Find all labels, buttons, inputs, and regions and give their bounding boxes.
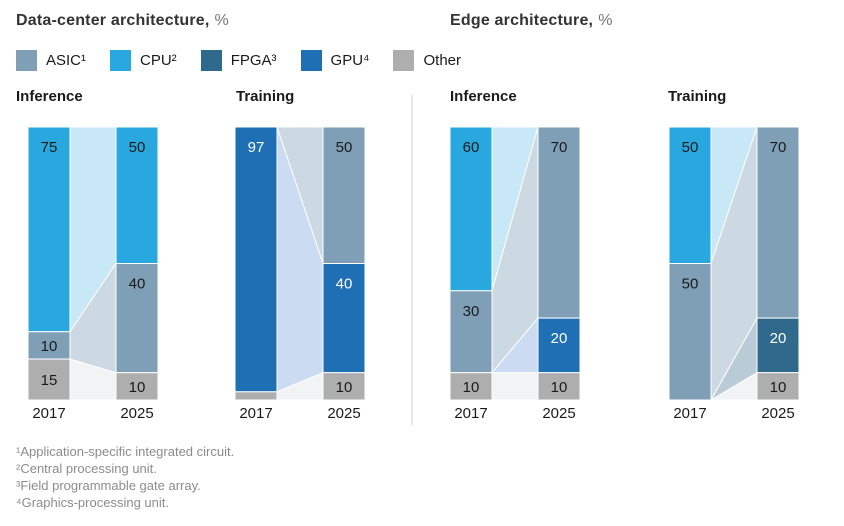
legend-label-gpu: GPU⁴ <box>330 52 370 69</box>
segment-value-label: 50 <box>682 139 699 156</box>
other-swatch <box>393 50 415 71</box>
legend-item-gpu: GPU⁴ <box>300 50 370 71</box>
bar-segment-cpu <box>669 127 712 264</box>
chart-svg: 60 30 70 20 10 10 2017 2025 <box>450 127 580 422</box>
column-header-edge-inference: Inference <box>450 88 517 105</box>
segment-value-label: 60 <box>463 139 480 156</box>
bar-segment-gpu <box>322 263 365 374</box>
segment-value-label: 70 <box>551 139 568 156</box>
bar-segment-other <box>756 372 799 401</box>
bar-segment-asic <box>669 263 712 401</box>
year-label: 2017 <box>673 405 706 422</box>
segment-value-label: 30 <box>463 303 480 320</box>
year-label: 2017 <box>239 405 272 422</box>
bar-segment-cpu <box>28 127 71 333</box>
bar-segment-cpu <box>115 127 158 264</box>
legend: ASIC¹ CPU² FPGA³ GPU⁴ Other <box>16 50 461 71</box>
column-header-dc-training: Training <box>236 88 295 105</box>
fpga-swatch <box>200 50 222 71</box>
segment-value-label: 10 <box>551 379 568 396</box>
footnote-asic: ¹Application-specific integrated circuit… <box>16 444 235 459</box>
bar-segment-cpu <box>450 127 493 292</box>
gpu-swatch <box>300 50 322 71</box>
year-label: 2017 <box>454 405 487 422</box>
segment-value-label: 75 <box>41 139 58 156</box>
bar-segment-asic <box>115 263 158 374</box>
legend-label-asic: ASIC¹ <box>46 52 87 69</box>
segment-value-label: 50 <box>336 139 353 156</box>
bar-segment-other <box>450 372 493 401</box>
column-header-dc-inference: Inference <box>16 88 83 105</box>
footnote-gpu: ⁴Graphics-processing unit. <box>16 495 169 510</box>
asic-swatch <box>16 50 37 71</box>
bar-segment-fpga <box>756 317 799 374</box>
year-label: 2025 <box>120 405 153 422</box>
legend-item-fpga: FPGA³ <box>200 50 277 71</box>
footnotes: ¹Application-specific integrated circuit… <box>16 443 234 511</box>
chart-svg: 50 50 70 20 10 2017 2025 <box>669 127 799 422</box>
cpu-swatch <box>110 50 132 71</box>
bar-segment-other <box>115 372 158 401</box>
section-title-edge: Edge architecture,% <box>450 12 613 30</box>
segment-value-label: 10 <box>336 379 353 396</box>
section-title-unit: % <box>214 12 229 29</box>
year-label: 2025 <box>327 405 360 422</box>
segment-value-label: 70 <box>770 139 787 156</box>
bar-segment-other <box>537 372 580 401</box>
segment-value-label: 10 <box>129 379 146 396</box>
segment-value-label: 97 <box>248 139 265 156</box>
bar-segment-asic <box>537 127 580 319</box>
bar-segment-other <box>28 358 71 401</box>
chart-data-center-training: 50 97 40 10 2017 2025 <box>235 127 365 422</box>
section-title-unit: % <box>598 12 613 29</box>
section-divider <box>411 95 413 425</box>
segment-value-label: 20 <box>770 330 787 347</box>
legend-label-other: Other <box>423 52 461 69</box>
section-title-text: Data-center architecture, <box>16 12 210 29</box>
chart-data-center-inference: 75 50 10 40 15 10 2017 2025 <box>28 127 158 422</box>
footnote-fpga: ³Field programmable gate array. <box>16 478 201 493</box>
footnote-cpu: ²Central processing unit. <box>16 461 157 476</box>
section-title-text: Edge architecture, <box>450 12 594 29</box>
segment-value-label: 50 <box>682 276 699 293</box>
bar-segment-other <box>322 372 365 401</box>
chart-edge-inference: 60 30 70 20 10 10 2017 2025 <box>450 127 580 422</box>
bar-segment-gpu <box>537 317 580 374</box>
segment-value-label: 10 <box>463 379 480 396</box>
year-label: 2025 <box>761 405 794 422</box>
segment-value-label: 40 <box>129 276 146 293</box>
legend-label-fpga: FPGA³ <box>230 52 277 69</box>
legend-item-other: Other <box>393 50 461 71</box>
segment-value-label: 40 <box>336 276 353 293</box>
chart-svg: 75 50 10 40 15 10 2017 2025 <box>28 127 158 422</box>
segment-value-label: 15 <box>41 372 58 389</box>
segment-value-label: 50 <box>129 139 146 156</box>
bar-segment-gpu <box>235 127 278 393</box>
section-title-data-center: Data-center architecture,% <box>16 12 229 30</box>
year-label: 2017 <box>32 405 65 422</box>
segment-value-label: 20 <box>551 330 568 347</box>
flow-other <box>491 372 539 401</box>
year-label: 2025 <box>542 405 575 422</box>
bar-segment-asic <box>450 290 493 374</box>
legend-label-cpu: CPU² <box>140 52 177 69</box>
column-header-edge-training: Training <box>668 88 727 105</box>
chart-edge-training: 50 50 70 20 10 2017 2025 <box>669 127 799 422</box>
segment-value-label: 10 <box>41 338 58 355</box>
bar-segment-other <box>235 391 278 401</box>
segment-value-label: 10 <box>770 379 787 396</box>
bar-segment-asic <box>28 331 71 360</box>
legend-item-cpu: CPU² <box>110 50 177 71</box>
bar-segment-asic <box>756 127 799 319</box>
legend-item-asic: ASIC¹ <box>16 50 86 71</box>
chart-svg: 50 97 40 10 2017 2025 <box>235 127 365 422</box>
